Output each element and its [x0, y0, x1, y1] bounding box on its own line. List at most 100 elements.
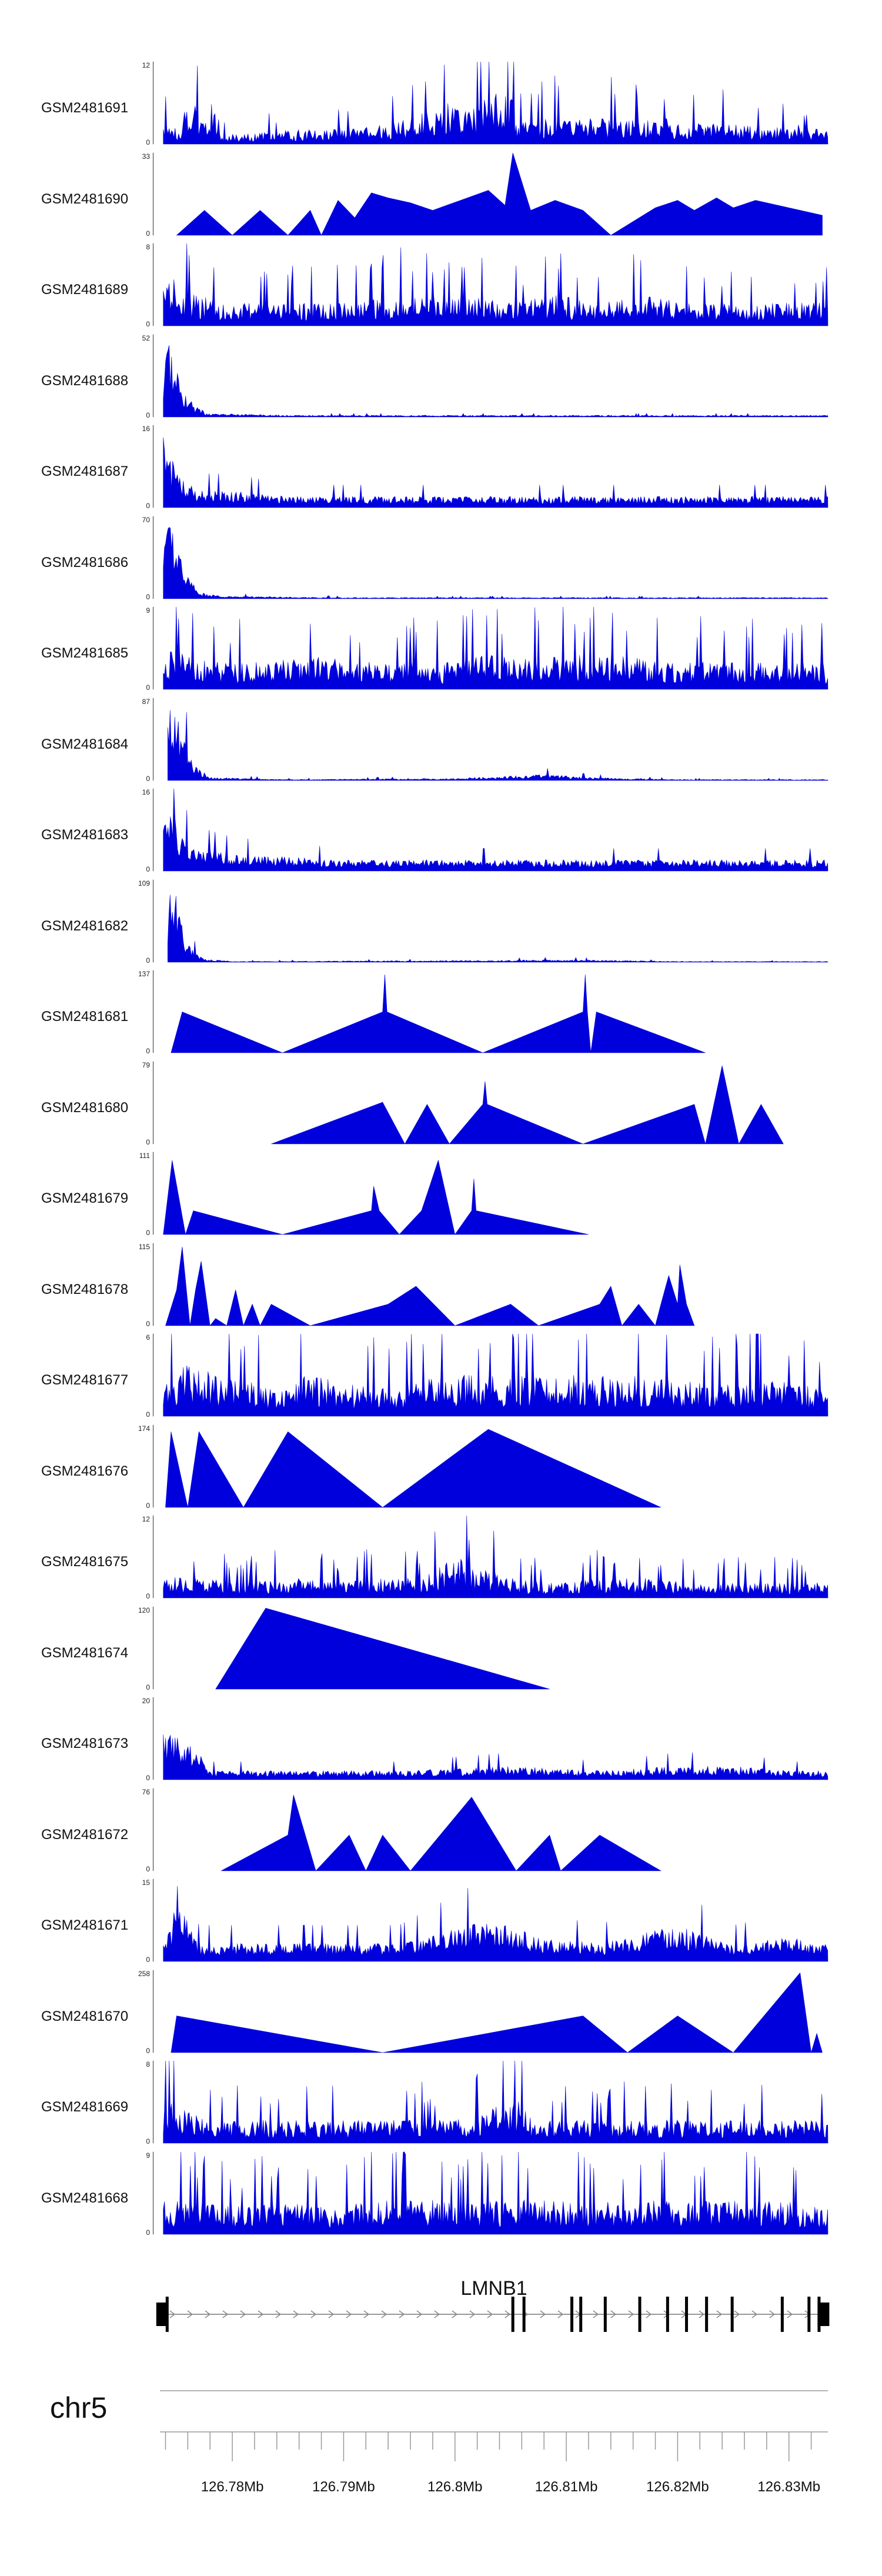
strand-arrow [469, 2310, 476, 2318]
track-GSM2481687: GSM2481687 16 0 [0, 422, 882, 513]
signal-area [163, 345, 828, 417]
strand-arrow [540, 2310, 546, 2318]
track-label: GSM2481678 [41, 1281, 129, 1297]
axis-tick-label: 126.79Mb [312, 2479, 375, 2495]
signal-area [171, 1972, 823, 2053]
strand-arrow [610, 2310, 617, 2318]
track-plot [153, 2151, 828, 2234]
strand-arrow [734, 2310, 740, 2318]
track-ymax-label: 9 [146, 2151, 150, 2160]
track-plot [153, 1697, 828, 1780]
track-ymax-label: 52 [142, 333, 150, 342]
track-ymax-label: 9 [146, 606, 150, 615]
track-ymin-label: 0 [146, 1956, 150, 1964]
gene-annotation-track: LMNB1 [0, 2258, 882, 2353]
exon [780, 2297, 784, 2332]
track-label: GSM2481669 [41, 2099, 129, 2115]
track-ymin-label: 0 [146, 592, 150, 601]
track-ymin-label: 0 [146, 1319, 150, 1328]
track-plot [153, 788, 828, 872]
track-label: GSM2481681 [41, 1009, 129, 1025]
track-label: GSM2481682 [41, 917, 129, 934]
track-label: GSM2481675 [41, 1554, 129, 1570]
exon [817, 2297, 821, 2332]
track-label: GSM2481687 [41, 463, 129, 479]
strand-arrow [187, 2310, 193, 2318]
track-GSM2481688: GSM2481688 52 0 [0, 332, 882, 423]
track-label: GSM2481683 [41, 827, 129, 843]
track-plot [153, 152, 823, 236]
track-GSM2481673: GSM2481673 20 0 [0, 1694, 882, 1786]
track-label: GSM2481679 [41, 1190, 129, 1206]
track-label: GSM2481674 [41, 1644, 129, 1661]
strand-arrow [416, 2310, 423, 2318]
signal-area [163, 1886, 828, 1962]
track-label: GSM2481676 [41, 1463, 129, 1479]
strand-arrow [628, 2310, 634, 2318]
track-ymin-label: 0 [146, 2137, 150, 2145]
track-ymin-label: 0 [146, 229, 150, 238]
track-ymin-label: 0 [146, 1774, 150, 1782]
track-ymax-label: 15 [142, 1878, 150, 1887]
track-GSM2481672: GSM2481672 76 0 [0, 1786, 882, 1877]
strand-arrow [452, 2310, 458, 2318]
track-GSM2481678: GSM2481678 115 0 [0, 1240, 882, 1332]
track-GSM2481689: GSM2481689 8 0 [0, 241, 882, 332]
track-plot [153, 1606, 550, 1689]
track-ymax-label: 76 [142, 1787, 150, 1796]
signal-area [163, 1333, 828, 1417]
track-GSM2481680: GSM2481680 79 0 [0, 1059, 882, 1150]
track-label: GSM2481689 [41, 282, 129, 298]
track-ymin-label: 0 [146, 865, 150, 873]
track-label: GSM2481686 [41, 554, 129, 570]
strand-arrow [293, 2310, 299, 2318]
track-plot [153, 1515, 828, 1599]
track-ymin-label: 0 [146, 1047, 150, 1055]
gene-name-label: LMNB1 [460, 2277, 527, 2300]
track-plot [153, 1424, 662, 1508]
track-plot [153, 1061, 784, 1144]
genome-axis: chr5 126.78Mb 126.79Mb 126.8Mb 126.81Mb 126.… [0, 2364, 882, 2541]
signal-area [163, 606, 828, 690]
signal-area [163, 2060, 828, 2144]
track-GSM2481669: GSM2481669 8 0 [0, 2058, 882, 2149]
track-ymin-label: 0 [146, 320, 150, 328]
track-GSM2481684: GSM2481684 87 0 [0, 695, 882, 786]
exon [705, 2297, 709, 2332]
track-GSM2481677: GSM2481677 6 0 [0, 1331, 882, 1422]
signal-area [171, 975, 706, 1053]
track-plot [153, 334, 828, 417]
axis-tick-label: 126.78Mb [201, 2479, 264, 2495]
exon [685, 2297, 689, 2332]
strand-arrow [169, 2310, 176, 2318]
strand-arrow [346, 2310, 352, 2318]
signal-area [168, 709, 828, 780]
axis-tick-label: 126.81Mb [534, 2479, 598, 2495]
track-label: GSM2481684 [41, 736, 129, 752]
track-ymin-label: 0 [146, 956, 150, 965]
track-plot [153, 1970, 823, 2053]
track-label: GSM2481680 [41, 1099, 129, 1116]
track-ymax-label: 8 [146, 2060, 150, 2068]
signal-area [163, 526, 828, 599]
track-GSM2481686: GSM2481686 70 0 [0, 513, 882, 605]
track-ymax-label: 33 [142, 152, 150, 161]
track-ymin-label: 0 [146, 1137, 150, 1146]
track-plot [153, 1333, 828, 1417]
signal-area [163, 788, 828, 872]
track-GSM2481674: GSM2481674 120 0 [0, 1604, 882, 1695]
track-plot [153, 1152, 589, 1235]
exon [807, 2297, 811, 2332]
track-GSM2481675: GSM2481675 12 0 [0, 1513, 882, 1604]
strand-arrow [487, 2310, 493, 2318]
exon [638, 2297, 642, 2332]
track-GSM2481682: GSM2481682 109 0 [0, 877, 882, 968]
exon [730, 2297, 734, 2332]
track-label: GSM2481671 [41, 1917, 129, 1933]
strand-arrow [434, 2310, 440, 2318]
track-ymax-label: 16 [142, 788, 150, 796]
track-GSM2481676: GSM2481676 174 0 [0, 1422, 882, 1513]
track-plot [153, 879, 828, 962]
track-label: GSM2481670 [41, 2008, 129, 2024]
track-ymax-label: 6 [146, 1333, 150, 1342]
